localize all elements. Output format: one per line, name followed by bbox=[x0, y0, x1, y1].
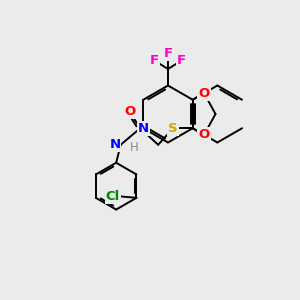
Text: F: F bbox=[164, 47, 172, 60]
Text: F: F bbox=[150, 54, 159, 67]
Text: H: H bbox=[130, 141, 138, 154]
Text: S: S bbox=[168, 122, 178, 135]
Text: F: F bbox=[177, 54, 186, 67]
Text: N: N bbox=[110, 138, 121, 151]
Text: O: O bbox=[124, 105, 135, 118]
Text: O: O bbox=[199, 128, 210, 141]
Text: N: N bbox=[138, 122, 149, 135]
Text: Cl: Cl bbox=[106, 190, 120, 203]
Text: O: O bbox=[199, 87, 210, 100]
